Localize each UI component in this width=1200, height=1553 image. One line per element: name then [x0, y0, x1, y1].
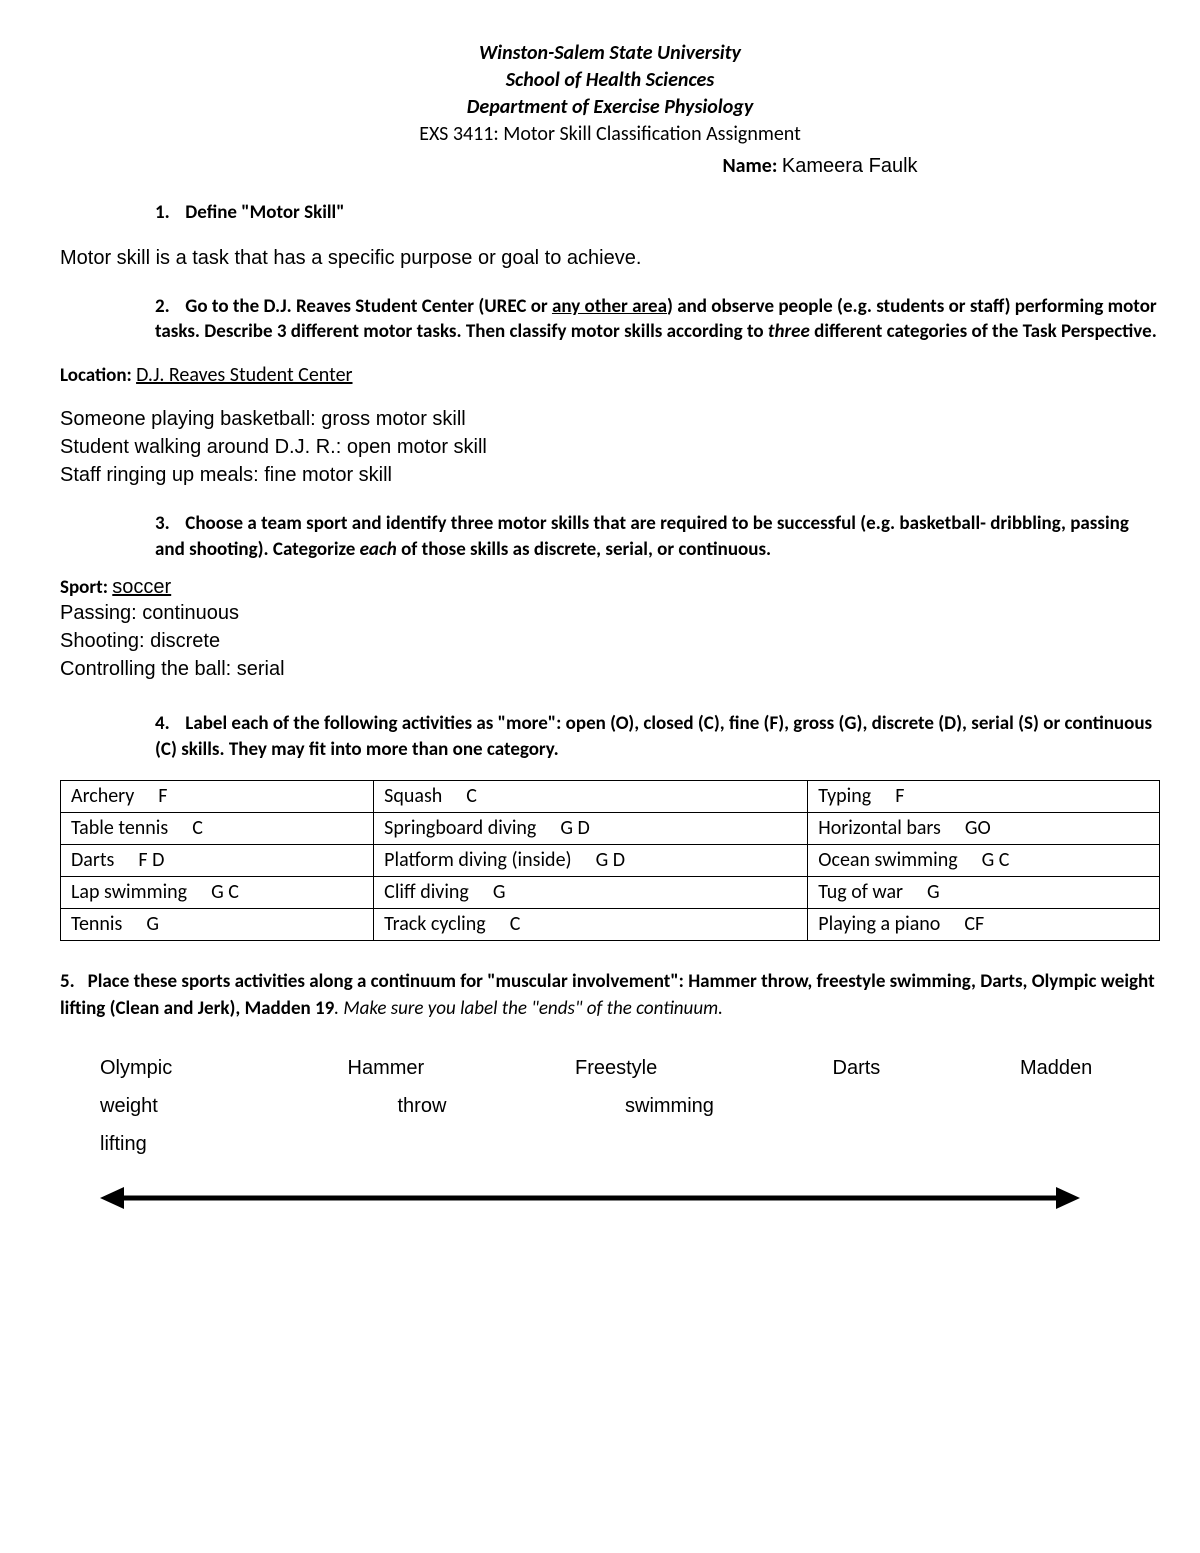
- question-2: 2. Go to the D.J. Reaves Student Center …: [155, 294, 1160, 345]
- activity-name: Ocean swimming: [818, 847, 957, 874]
- activity-code: G: [469, 879, 506, 906]
- activity-code: GO: [941, 815, 991, 842]
- course-title: EXS 3411: Motor Skill Classification Ass…: [60, 121, 1160, 148]
- sport-value: soccer: [112, 576, 171, 598]
- activity-name: Table tennis: [71, 815, 168, 842]
- q2-obs3: Staff ringing up meals: fine motor skill: [60, 461, 1160, 489]
- activity-code: G: [122, 911, 159, 938]
- activity-code: CF: [940, 911, 984, 938]
- q2-obs2: Student walking around D.J. R.: open mot…: [60, 433, 1160, 461]
- q5-text2: . Make sure you label the "ends" of the …: [334, 997, 723, 1020]
- table-cell: Table tennisC: [61, 813, 374, 845]
- table-cell: Lap swimmingG C: [61, 877, 374, 909]
- table-row: TennisGTrack cyclingCPlaying a pianoCF: [61, 909, 1160, 941]
- school-name: School of Health Sciences: [60, 67, 1160, 94]
- table-cell: Cliff divingG: [374, 877, 808, 909]
- activity-code: C: [442, 783, 477, 810]
- activity-name: Archery: [71, 783, 134, 810]
- activity-code: G C: [187, 879, 239, 906]
- activity-code: G C: [958, 847, 1010, 874]
- question-5: 5. Place these sports activities along a…: [60, 969, 1160, 1022]
- sport-label: Sport:: [60, 576, 112, 599]
- table-cell: Playing a pianoCF: [808, 909, 1160, 941]
- q3-text: Choose a team sport and identify three m…: [155, 512, 1129, 561]
- q1-answer: Motor skill is a task that has a specifi…: [60, 244, 1160, 272]
- q3-answer: Sport: soccer Passing: continuous Shooti…: [60, 576, 1160, 683]
- table-cell: Platform diving (inside)G D: [374, 845, 808, 877]
- activity-name: Platform diving (inside): [384, 847, 571, 874]
- q3-line2: Shooting: discrete: [60, 627, 1160, 655]
- continuum-item-4: Madden: [1020, 1049, 1140, 1163]
- continuum-item-1: Hammer throw: [338, 1049, 498, 1163]
- activity-name: Typing: [818, 783, 871, 810]
- student-name: Kameera Faulk: [782, 155, 918, 177]
- q4-text: Label each of the following activities a…: [155, 712, 1152, 761]
- activity-name: Springboard diving: [384, 815, 536, 842]
- continuum-item-3: Darts: [833, 1049, 943, 1163]
- table-cell: Tug of warG: [808, 877, 1160, 909]
- location-line: Location: D.J. Reaves Student Center: [60, 363, 1160, 387]
- q2-observations: Someone playing basketball: gross motor …: [60, 405, 1160, 489]
- table-cell: SquashC: [374, 781, 808, 813]
- name-label: Name:: [722, 154, 781, 178]
- activity-code: G D: [536, 815, 589, 842]
- activity-code: C: [486, 911, 521, 938]
- name-line: Name: Kameera Faulk: [60, 154, 1160, 178]
- activity-code: F: [871, 783, 904, 810]
- activity-code: G D: [572, 847, 625, 874]
- location-value: D.J. Reaves Student Center: [136, 363, 352, 387]
- activity-name: Darts: [71, 847, 114, 874]
- table-row: DartsF DPlatform diving (inside)G DOcean…: [61, 845, 1160, 877]
- activity-name: Cliff diving: [384, 879, 469, 906]
- activity-code: F D: [114, 847, 164, 874]
- university-name: Winston-Salem State University: [60, 40, 1160, 67]
- q3-line1: Passing: continuous: [60, 599, 1160, 627]
- question-4: 4. Label each of the following activitie…: [155, 711, 1160, 762]
- activity-table: ArcheryFSquashCTypingFTable tennisCSprin…: [60, 780, 1160, 941]
- q5-number: 5.: [60, 970, 75, 993]
- activity-name: Horizontal bars: [818, 815, 941, 842]
- table-cell: Springboard divingG D: [374, 813, 808, 845]
- activity-name: Playing a piano: [818, 911, 940, 938]
- activity-code: C: [168, 815, 203, 842]
- continuum-arrow: [100, 1183, 1130, 1213]
- activity-code: F: [134, 783, 167, 810]
- table-cell: TypingF: [808, 781, 1160, 813]
- activity-name: Tennis: [71, 911, 122, 938]
- q1-text: Define "Motor Skill": [185, 201, 344, 224]
- q3-number: 3.: [155, 511, 181, 537]
- q4-number: 4.: [155, 711, 181, 737]
- continuum-item-0: Olympic weight lifting: [100, 1049, 260, 1163]
- activity-code: G: [903, 879, 940, 906]
- q2-text: Go to the D.J. Reaves Student Center (UR…: [155, 295, 1157, 344]
- activity-name: Track cycling: [384, 911, 486, 938]
- continuum-item-2: Freestyle swimming: [575, 1049, 755, 1163]
- table-cell: Horizontal barsGO: [808, 813, 1160, 845]
- activity-name: Squash: [384, 783, 442, 810]
- question-1: 1. Define "Motor Skill": [155, 200, 1160, 226]
- q3-line3: Controlling the ball: serial: [60, 655, 1160, 683]
- q2-obs1: Someone playing basketball: gross motor …: [60, 405, 1160, 433]
- q1-number: 1.: [155, 200, 181, 226]
- table-cell: DartsF D: [61, 845, 374, 877]
- table-row: Lap swimmingG CCliff divingGTug of warG: [61, 877, 1160, 909]
- activity-name: Lap swimming: [71, 879, 187, 906]
- double-arrow-icon: [100, 1183, 1080, 1213]
- document-header: Winston-Salem State University School of…: [60, 40, 1160, 148]
- continuum-labels: Olympic weight lifting Hammer throw Free…: [100, 1049, 1140, 1163]
- department-name: Department of Exercise Physiology: [60, 94, 1160, 121]
- table-cell: Ocean swimmingG C: [808, 845, 1160, 877]
- q2-number: 2.: [155, 294, 181, 320]
- table-cell: ArcheryF: [61, 781, 374, 813]
- activity-name: Tug of war: [818, 879, 903, 906]
- table-row: Table tennisCSpringboard divingG DHorizo…: [61, 813, 1160, 845]
- question-3: 3. Choose a team sport and identify thre…: [155, 511, 1160, 562]
- table-cell: TennisG: [61, 909, 374, 941]
- location-label: Location:: [60, 364, 136, 387]
- table-cell: Track cyclingC: [374, 909, 808, 941]
- page: Winston-Salem State University School of…: [0, 0, 1200, 1273]
- table-row: ArcheryFSquashCTypingF: [61, 781, 1160, 813]
